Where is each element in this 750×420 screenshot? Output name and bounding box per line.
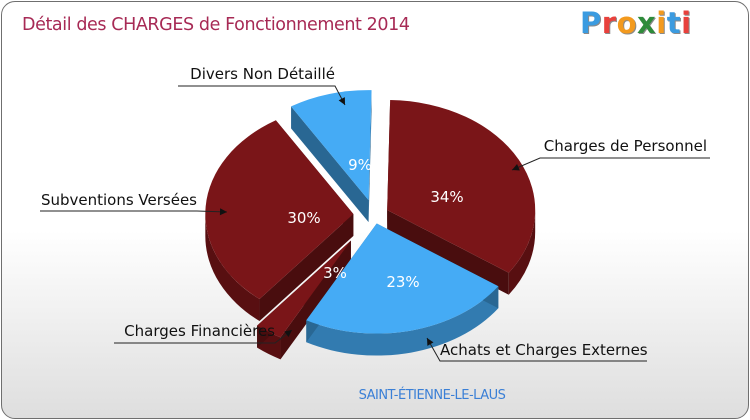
pie-slice-wall <box>291 106 369 223</box>
pie-slice-percent: 30% <box>287 209 320 227</box>
pie-slice-rim <box>205 213 260 322</box>
pie-slice-percent: 9% <box>348 156 372 174</box>
logo-letter: P <box>580 6 602 40</box>
proxiti-logo[interactable]: Proxiti <box>580 6 692 40</box>
leader-line <box>40 210 228 213</box>
slice-label: Divers Non Détaillé <box>190 65 335 83</box>
pie-slice-percent: 3% <box>323 264 347 282</box>
leader-line <box>426 337 647 362</box>
pie-slice-wall <box>387 209 509 295</box>
pie-slice-rim <box>306 286 499 356</box>
leader-line <box>511 157 710 171</box>
slice-label: Charges de Personnel <box>544 137 707 155</box>
slice-label: Achats et Charges Externes <box>440 341 648 359</box>
pie-slice-percent: 34% <box>430 188 463 206</box>
pie-slice <box>205 120 354 300</box>
pie-slice-wall <box>368 90 372 223</box>
leader-arrow <box>338 97 345 105</box>
pie-slice <box>291 90 372 201</box>
logo-letter: r <box>601 6 617 40</box>
pie-slice-rim <box>508 209 536 295</box>
pie-slice <box>306 223 499 334</box>
leader-arrow <box>512 164 520 171</box>
slice-label: Subventions Versées <box>41 191 197 209</box>
chart-title: Détail des CHARGES de Fonctionnement 201… <box>22 15 410 35</box>
leader-arrow <box>427 338 434 346</box>
leader-line <box>114 329 293 344</box>
leader-line <box>178 85 346 106</box>
logo-letter: i <box>656 6 667 40</box>
pie-slice <box>387 100 536 273</box>
pie-slice-side <box>291 90 372 223</box>
leader-arrow <box>219 208 227 216</box>
pie-slice-percent: 23% <box>386 273 419 291</box>
pie-slice-wall <box>259 213 354 322</box>
logo-letter: o <box>616 6 638 40</box>
pie-slice <box>257 240 351 338</box>
logo-letter: x <box>637 6 657 40</box>
logo-letter: i <box>681 6 692 40</box>
logo-letter: t <box>666 6 682 40</box>
leader-arrow <box>284 330 292 338</box>
slice-label: Charges Financières <box>124 322 275 340</box>
place-name: SAINT-ÉTIENNE-LE-LAUS <box>358 388 506 403</box>
